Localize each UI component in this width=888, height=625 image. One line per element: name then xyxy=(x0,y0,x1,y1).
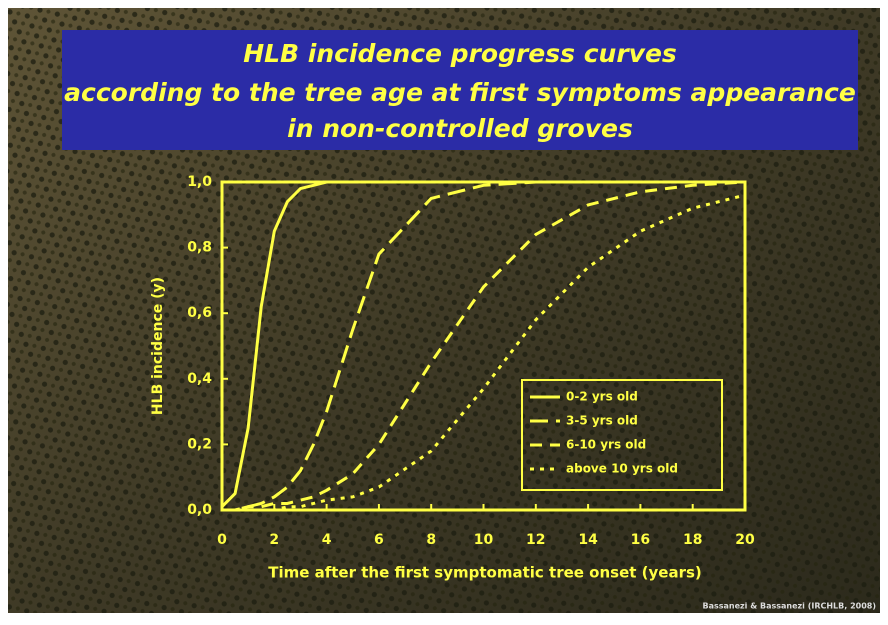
y-tick-label: 0,8 xyxy=(187,240,212,256)
x-tick-label: 18 xyxy=(683,532,702,548)
title-line: in non-controlled groves xyxy=(287,114,633,143)
y-axis-label: HLB incidence (y) xyxy=(150,277,166,415)
legend-label: 0-2 yrs old xyxy=(566,390,638,404)
x-tick-label: 8 xyxy=(426,532,436,548)
page: {"chart_data": {"type": "line", "title":… xyxy=(0,0,888,621)
title-line: HLB incidence progress curves xyxy=(243,39,677,68)
chart: HLB incidence progress curves according … xyxy=(0,0,888,621)
y-tick-label: 0,6 xyxy=(187,305,212,321)
x-tick-label: 10 xyxy=(474,532,494,548)
x-tick-label: 12 xyxy=(526,532,545,548)
x-tick-label: 16 xyxy=(631,532,650,548)
x-tick-label: 2 xyxy=(269,532,279,548)
x-tick-label: 6 xyxy=(374,532,384,548)
legend-label: above 10 yrs old xyxy=(566,462,678,476)
legend-label: 3-5 yrs old xyxy=(566,414,638,428)
legend-label: 6-10 yrs old xyxy=(566,438,646,452)
y-tick-label: 0,0 xyxy=(187,502,212,518)
x-tick-label: 20 xyxy=(735,532,755,548)
y-tick-label: 0,2 xyxy=(187,436,212,452)
x-tick-label: 0 xyxy=(217,532,227,548)
title-line: according to the tree age at first sympt… xyxy=(64,78,856,107)
y-tick-label: 0,4 xyxy=(187,371,212,387)
x-tick-label: 14 xyxy=(578,532,598,548)
source: Bassanezi & Bassanezi (IRCHLB, 2008) xyxy=(702,602,876,611)
y-tick-label: 1,0 xyxy=(187,174,212,190)
x-tick-label: 4 xyxy=(322,532,332,548)
x-axis-label: Time after the first symptomatic tree on… xyxy=(268,564,702,582)
